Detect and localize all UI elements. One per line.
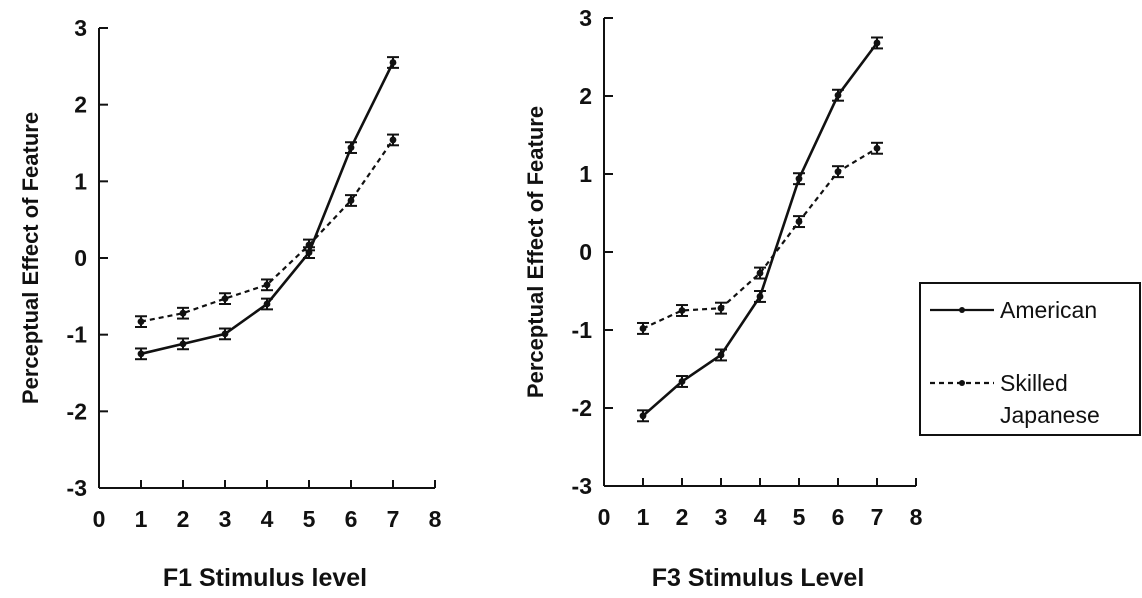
y-tick-label: 2 (74, 92, 87, 118)
x-tick-label: 1 (637, 504, 650, 530)
legend-label-skilled-japanese-line1: Skilled (1000, 370, 1068, 396)
x-tick-label: 0 (598, 504, 611, 530)
x-tick-label: 6 (832, 504, 845, 530)
data-point (221, 295, 229, 303)
series-skilled-japanese (637, 141, 883, 335)
x-tick-label: 4 (261, 506, 274, 532)
legend: American Skilled Japanese (919, 282, 1141, 436)
legend-label-skilled-japanese-line2: Japanese (1000, 402, 1100, 428)
y-tick-label: 1 (579, 161, 592, 187)
legend-box (919, 282, 1141, 436)
x-tick-label: 8 (910, 504, 923, 530)
data-point (137, 318, 145, 326)
x-tick-label: 7 (871, 504, 884, 530)
legend-marker-skilled-japanese (959, 380, 965, 386)
x-tick-label: 3 (715, 504, 728, 530)
data-point (717, 304, 725, 312)
y-tick-label: 1 (74, 168, 87, 194)
x-tick-label: 8 (429, 506, 442, 532)
data-point (347, 144, 355, 152)
data-point (795, 218, 803, 225)
x-tick-label: 6 (345, 506, 358, 532)
x-tick-label: 2 (676, 504, 689, 530)
y-tick-label: -3 (572, 473, 592, 499)
y-tick-label: 2 (579, 83, 592, 109)
data-point (389, 59, 397, 66)
y-tick-label: 3 (74, 15, 87, 41)
data-point (834, 91, 842, 99)
data-point (873, 39, 881, 47)
y-tick-label: 0 (579, 239, 592, 265)
data-point (873, 144, 881, 152)
x-axis-title: F1 Stimulus level (163, 564, 367, 592)
data-point (263, 281, 271, 289)
y-tick-label: 3 (579, 5, 592, 31)
series-skilled-japanese (135, 133, 399, 328)
data-point (756, 269, 764, 277)
x-tick-label: 4 (754, 504, 767, 530)
y-tick-label: -3 (67, 475, 87, 501)
data-point (305, 241, 313, 249)
data-point (221, 330, 229, 338)
data-point (795, 175, 803, 183)
data-point (347, 197, 355, 204)
y-tick-label: -1 (67, 322, 88, 348)
x-axis-title: F3 Stimulus Level (652, 564, 865, 592)
y-tick-label: -2 (572, 395, 592, 421)
series-line (642, 42, 879, 417)
series-american (135, 56, 399, 361)
data-point (678, 378, 686, 385)
x-tick-label: 3 (219, 506, 232, 532)
data-point (179, 340, 187, 348)
data-point (639, 325, 647, 332)
y-axis-title: Perceptual Effect of Feature (18, 112, 43, 404)
data-point (678, 307, 686, 314)
x-tick-label: 5 (793, 504, 806, 530)
x-tick-label: 5 (303, 506, 316, 532)
series-american (637, 36, 883, 423)
data-point (389, 136, 397, 144)
series-line (140, 139, 394, 323)
data-point (834, 168, 842, 176)
data-point (717, 351, 725, 359)
data-point (639, 412, 647, 420)
y-tick-label: 0 (74, 245, 87, 271)
data-point (137, 350, 145, 358)
data-point (263, 300, 271, 308)
data-point (179, 309, 187, 317)
data-point (756, 293, 764, 300)
x-tick-label: 0 (93, 506, 106, 532)
legend-label-american: American (1000, 297, 1097, 323)
y-axis-title: Perceptual Effect of Feature (523, 106, 548, 398)
x-tick-label: 2 (177, 506, 190, 532)
legend-marker-american (959, 307, 965, 313)
x-tick-label: 7 (387, 506, 400, 532)
x-tick-label: 1 (135, 506, 148, 532)
y-tick-label: -1 (572, 317, 593, 343)
y-tick-label: -2 (67, 398, 87, 424)
